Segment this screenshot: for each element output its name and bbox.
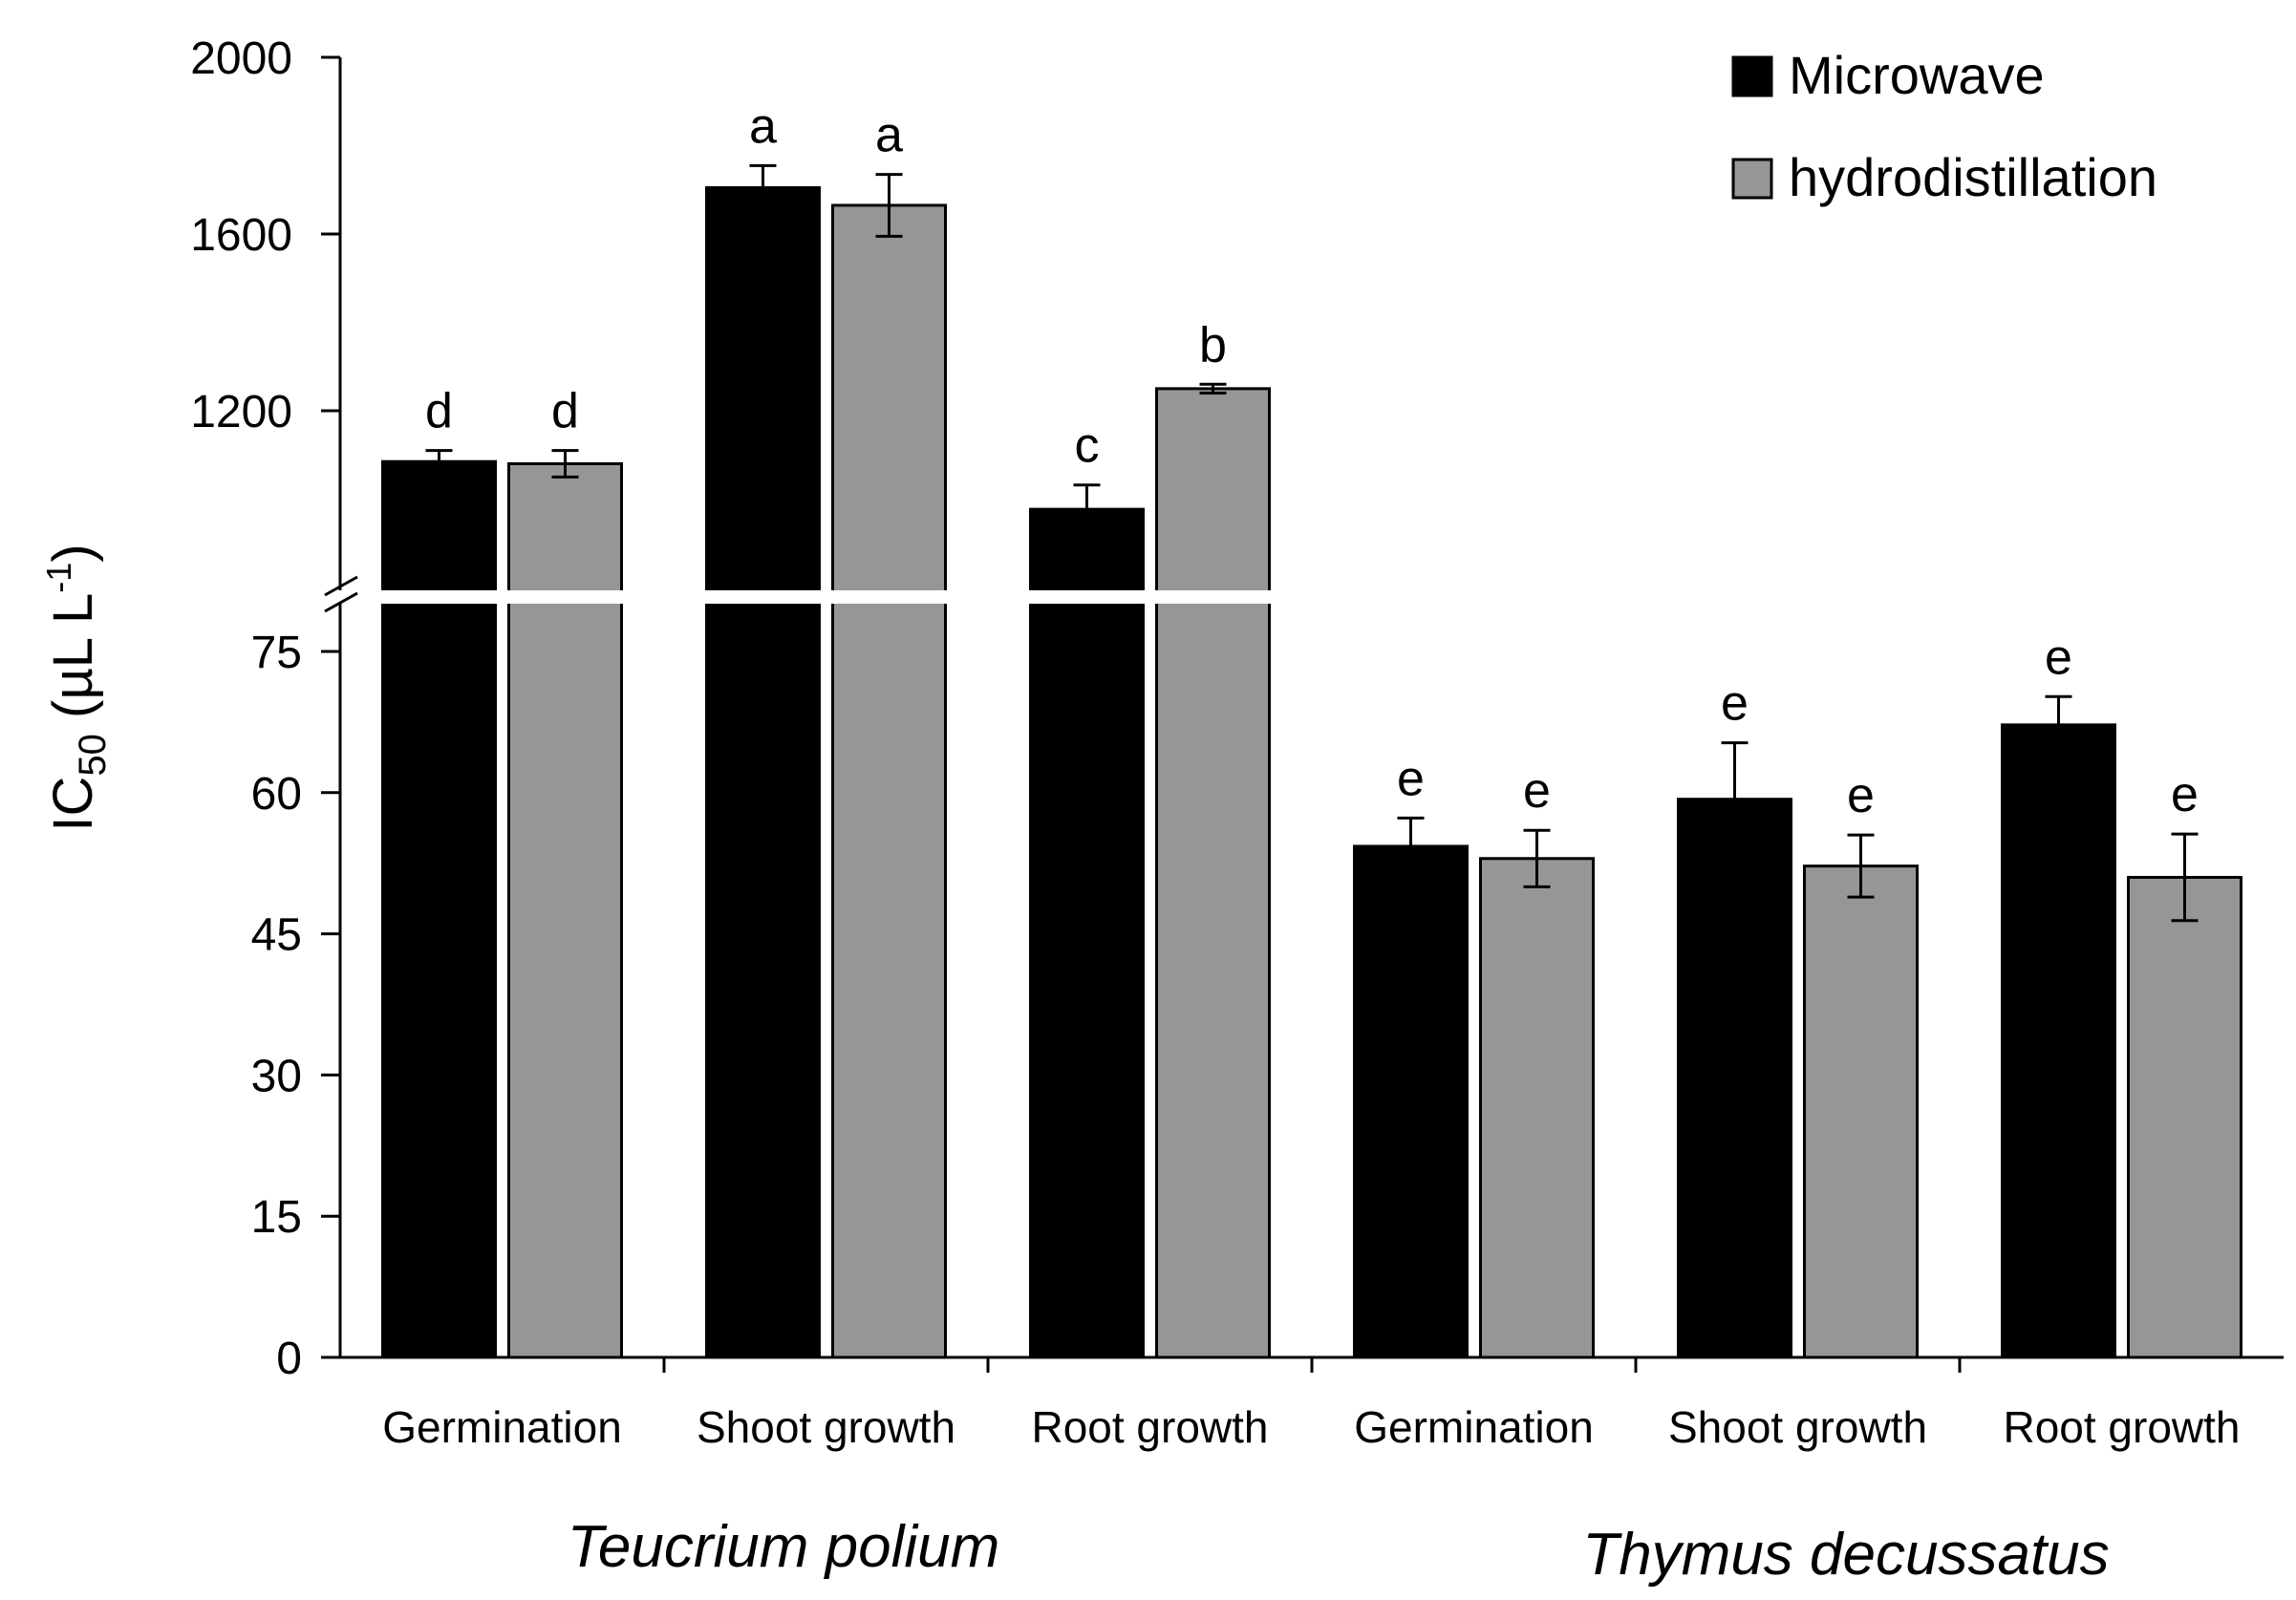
y-axis-title-close: ) <box>42 544 104 562</box>
y-axis-title-superscript: -1 <box>39 563 78 593</box>
x-category-label: Germination <box>382 1402 622 1452</box>
significance-letter: d <box>425 384 453 439</box>
bar-microwave-2 <box>1029 507 1145 1359</box>
significance-letter: b <box>1199 317 1227 373</box>
significance-letter: a <box>749 98 777 154</box>
bar-hydrodistillation-3 <box>1479 857 1595 1359</box>
legend-label-microwave: Microwave <box>1789 45 2045 105</box>
significance-letter: c <box>1075 418 1100 474</box>
y-tick-label-1200: 1200 <box>190 387 292 437</box>
significance-letter: a <box>875 108 903 163</box>
legend-label-hydrodistillation: hydrodistillation <box>1789 147 2157 207</box>
x-category-label: Root growth <box>1031 1402 1268 1452</box>
bar-microwave-1 <box>705 185 821 1359</box>
y-axis-title-main: IC <box>42 777 104 832</box>
legend-swatch-microwave <box>1731 55 1773 97</box>
group-label-teucrium: Teucrium polium <box>568 1514 1000 1580</box>
x-ticks: Germination Shoot growth Root growth Germin… <box>382 1357 2241 1452</box>
x-category-label: Germination <box>1354 1402 1594 1452</box>
y-tick-label-60: 60 <box>251 769 302 820</box>
significance-letter-layer: d a c e e e d a b e e e <box>425 98 2199 823</box>
bar-microwave-0 <box>381 459 497 1359</box>
significance-letter: e <box>2171 767 2199 822</box>
bar-hydrodistillation-0 <box>507 462 623 1359</box>
x-category-label: Shoot growth <box>697 1402 955 1452</box>
bar-hydrodistillation-5 <box>2127 875 2242 1359</box>
error-bar-layer <box>425 163 2199 923</box>
axis-break-mark-1 <box>324 575 358 597</box>
y-tick-label-0: 0 <box>276 1333 302 1384</box>
y-axis-title-subscript: 50 <box>72 734 114 777</box>
bar-layer <box>381 185 2242 1359</box>
y-tick-label-2000: 2000 <box>190 33 292 84</box>
significance-letter: e <box>1721 676 1749 732</box>
significance-letter: e <box>1847 768 1875 823</box>
y-tick-label-1600: 1600 <box>190 210 292 261</box>
y-axis-title: IC50 (µL L-1) <box>39 544 114 831</box>
y-tick-label-15: 15 <box>251 1192 302 1243</box>
significance-letter: e <box>1397 751 1425 806</box>
bar-microwave-5 <box>2001 723 2116 1359</box>
x-category-label: Shoot growth <box>1668 1402 1927 1452</box>
y-axis-title-unit: (µL L <box>42 593 104 734</box>
y-tick-label-75: 75 <box>251 628 302 678</box>
y-ticks: 0 15 30 45 60 75 1200 1600 2000 <box>190 33 340 1384</box>
significance-letter: d <box>551 384 579 439</box>
significance-letter: e <box>2045 629 2072 685</box>
bar-hydrodistillation-2 <box>1155 387 1271 1359</box>
significance-letter: e <box>1523 763 1551 819</box>
bar-microwave-4 <box>1677 798 1792 1359</box>
bar-hydrodistillation-4 <box>1803 864 1919 1359</box>
axis-break-mark-2 <box>324 591 358 613</box>
group-label-thymus: Thymus decussatus <box>1582 1522 2109 1588</box>
bar-hydrodistillation-1 <box>831 203 947 1359</box>
legend: Microwave hydrodistillation <box>1731 45 2157 207</box>
x-category-label: Root growth <box>2003 1402 2240 1452</box>
axis-break-band <box>315 590 2293 604</box>
bar-microwave-3 <box>1353 844 1469 1359</box>
y-tick-label-30: 30 <box>251 1051 302 1101</box>
y-tick-label-45: 45 <box>251 910 302 961</box>
legend-swatch-hydrodistillation <box>1731 158 1773 200</box>
